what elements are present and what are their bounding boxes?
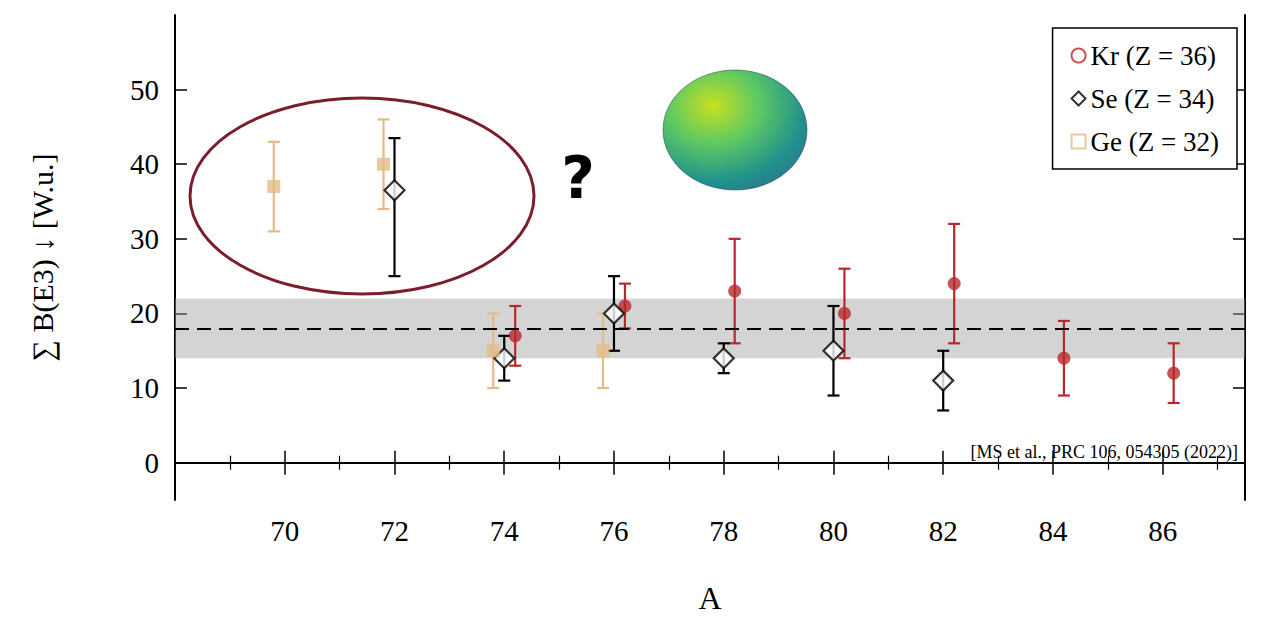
svg-text:80: 80 [819, 515, 848, 547]
svg-text:0: 0 [145, 447, 160, 479]
svg-text:Se (Z = 34): Se (Z = 34) [1091, 84, 1215, 114]
svg-text:82: 82 [929, 515, 958, 547]
svg-text:86: 86 [1148, 515, 1177, 547]
svg-text:72: 72 [380, 515, 409, 547]
svg-text:70: 70 [270, 515, 299, 547]
svg-text:40: 40 [130, 148, 159, 180]
svg-text:?: ? [561, 144, 595, 212]
svg-text:78: 78 [709, 515, 738, 547]
svg-text:[MS et al., PRC 106, 054305 (2: [MS et al., PRC 106, 054305 (2022)] [971, 442, 1239, 463]
svg-text:74: 74 [490, 515, 520, 547]
svg-text:50: 50 [130, 74, 159, 106]
svg-text:84: 84 [1038, 515, 1068, 547]
svg-text:Ge (Z = 32): Ge (Z = 32) [1091, 127, 1219, 157]
svg-text:76: 76 [599, 515, 628, 547]
svg-text:30: 30 [130, 223, 159, 255]
svg-text:A: A [698, 580, 721, 616]
svg-text:20: 20 [130, 297, 159, 329]
svg-text:10: 10 [130, 372, 159, 404]
svg-text:Kr (Z = 36): Kr (Z = 36) [1091, 41, 1216, 71]
svg-text:∑ B(E3) ↓ [W.u.]: ∑ B(E3) ↓ [W.u.] [26, 154, 60, 362]
